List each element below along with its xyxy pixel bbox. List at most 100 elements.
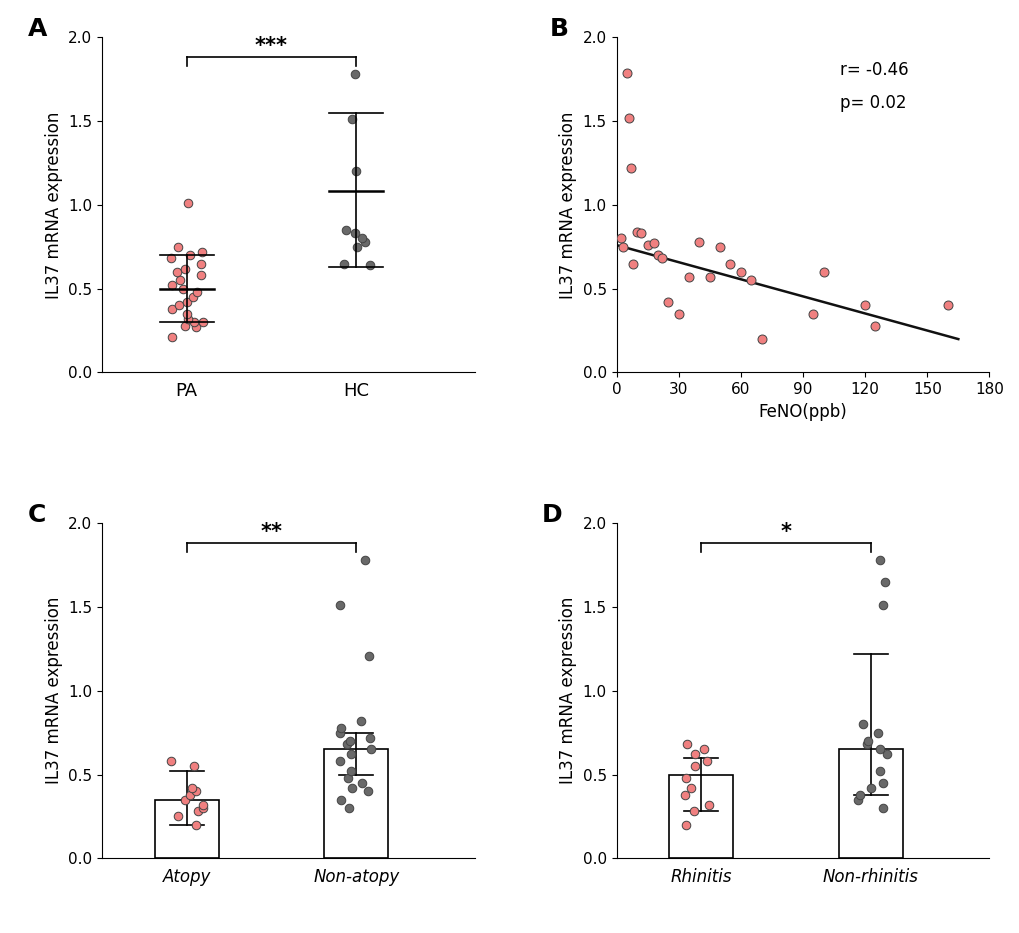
Point bbox=[866, 318, 882, 333]
Bar bbox=[155, 800, 219, 858]
Y-axis label: IL37 mRNA expression: IL37 mRNA expression bbox=[45, 111, 62, 299]
Point bbox=[859, 733, 875, 748]
Point bbox=[357, 234, 373, 249]
Point bbox=[804, 306, 820, 321]
Point bbox=[870, 764, 887, 779]
Point bbox=[341, 801, 358, 815]
Point bbox=[623, 160, 639, 175]
Point bbox=[856, 298, 872, 313]
Point bbox=[195, 801, 211, 815]
Point bbox=[343, 781, 360, 796]
Point bbox=[346, 226, 363, 241]
Point bbox=[164, 329, 180, 344]
Point bbox=[187, 784, 204, 799]
Point bbox=[858, 737, 874, 752]
Point bbox=[169, 239, 185, 254]
Point bbox=[348, 239, 365, 254]
Point bbox=[619, 65, 635, 80]
Point bbox=[938, 298, 955, 313]
Point bbox=[862, 781, 878, 796]
Point bbox=[363, 742, 379, 757]
Point bbox=[164, 301, 180, 316]
Point bbox=[678, 771, 694, 786]
Point bbox=[174, 281, 191, 296]
Point bbox=[182, 787, 199, 802]
Point bbox=[686, 804, 702, 819]
Text: p= 0.02: p= 0.02 bbox=[840, 94, 906, 112]
Point bbox=[681, 270, 697, 285]
Text: ***: *** bbox=[255, 35, 287, 56]
Text: **: ** bbox=[260, 522, 282, 542]
Point bbox=[854, 717, 870, 731]
Point bbox=[342, 764, 359, 779]
Point bbox=[185, 759, 202, 773]
Point bbox=[870, 552, 887, 567]
Point bbox=[732, 264, 748, 279]
Point bbox=[614, 239, 631, 254]
Point bbox=[639, 238, 655, 253]
Point bbox=[362, 731, 378, 745]
Point bbox=[698, 754, 714, 769]
Point bbox=[686, 759, 702, 773]
Point bbox=[354, 775, 370, 790]
Point bbox=[742, 272, 758, 287]
Point bbox=[721, 256, 738, 271]
Point bbox=[338, 737, 355, 752]
X-axis label: FeNO(ppb): FeNO(ppb) bbox=[758, 403, 847, 421]
Text: *: * bbox=[780, 522, 791, 542]
Point bbox=[179, 312, 196, 327]
Point bbox=[645, 236, 661, 251]
Point bbox=[360, 784, 376, 799]
Point bbox=[343, 747, 360, 762]
Y-axis label: IL37 mRNA expression: IL37 mRNA expression bbox=[558, 111, 577, 299]
Point bbox=[678, 737, 694, 752]
Point bbox=[178, 306, 195, 321]
Point bbox=[686, 747, 702, 762]
Point bbox=[176, 318, 193, 333]
Point bbox=[335, 256, 352, 271]
Point bbox=[678, 817, 694, 832]
Point bbox=[333, 720, 350, 735]
Text: C: C bbox=[28, 503, 46, 527]
Point bbox=[612, 231, 629, 246]
Point bbox=[332, 725, 348, 740]
Point bbox=[339, 771, 356, 786]
Point bbox=[177, 792, 194, 807]
Point bbox=[183, 781, 200, 796]
Point bbox=[164, 278, 180, 293]
Point bbox=[711, 239, 728, 254]
Point bbox=[162, 251, 178, 266]
Point bbox=[343, 112, 360, 127]
Point bbox=[362, 258, 378, 272]
Point bbox=[195, 798, 211, 813]
Point bbox=[700, 798, 716, 813]
Point bbox=[181, 247, 198, 262]
Text: r= -0.46: r= -0.46 bbox=[840, 61, 908, 78]
Point bbox=[194, 244, 210, 259]
Point bbox=[873, 598, 890, 613]
Point bbox=[874, 775, 891, 790]
Point bbox=[331, 598, 347, 613]
Point bbox=[649, 247, 665, 262]
Text: B: B bbox=[549, 17, 568, 41]
Point bbox=[633, 226, 649, 241]
Point bbox=[695, 742, 711, 757]
Point bbox=[877, 747, 894, 762]
Point bbox=[621, 110, 637, 125]
Point bbox=[193, 256, 209, 271]
Point bbox=[691, 234, 707, 249]
Point bbox=[677, 787, 693, 802]
Point bbox=[356, 552, 372, 567]
Bar bbox=[668, 774, 733, 858]
Point bbox=[851, 787, 867, 802]
Point bbox=[176, 261, 193, 276]
Point bbox=[193, 268, 209, 283]
Point bbox=[354, 231, 370, 246]
Point bbox=[625, 256, 641, 271]
Bar bbox=[324, 749, 388, 858]
Point bbox=[163, 754, 179, 769]
Point bbox=[353, 714, 369, 729]
Point bbox=[171, 272, 187, 287]
Point bbox=[850, 792, 866, 807]
Point bbox=[169, 809, 185, 824]
